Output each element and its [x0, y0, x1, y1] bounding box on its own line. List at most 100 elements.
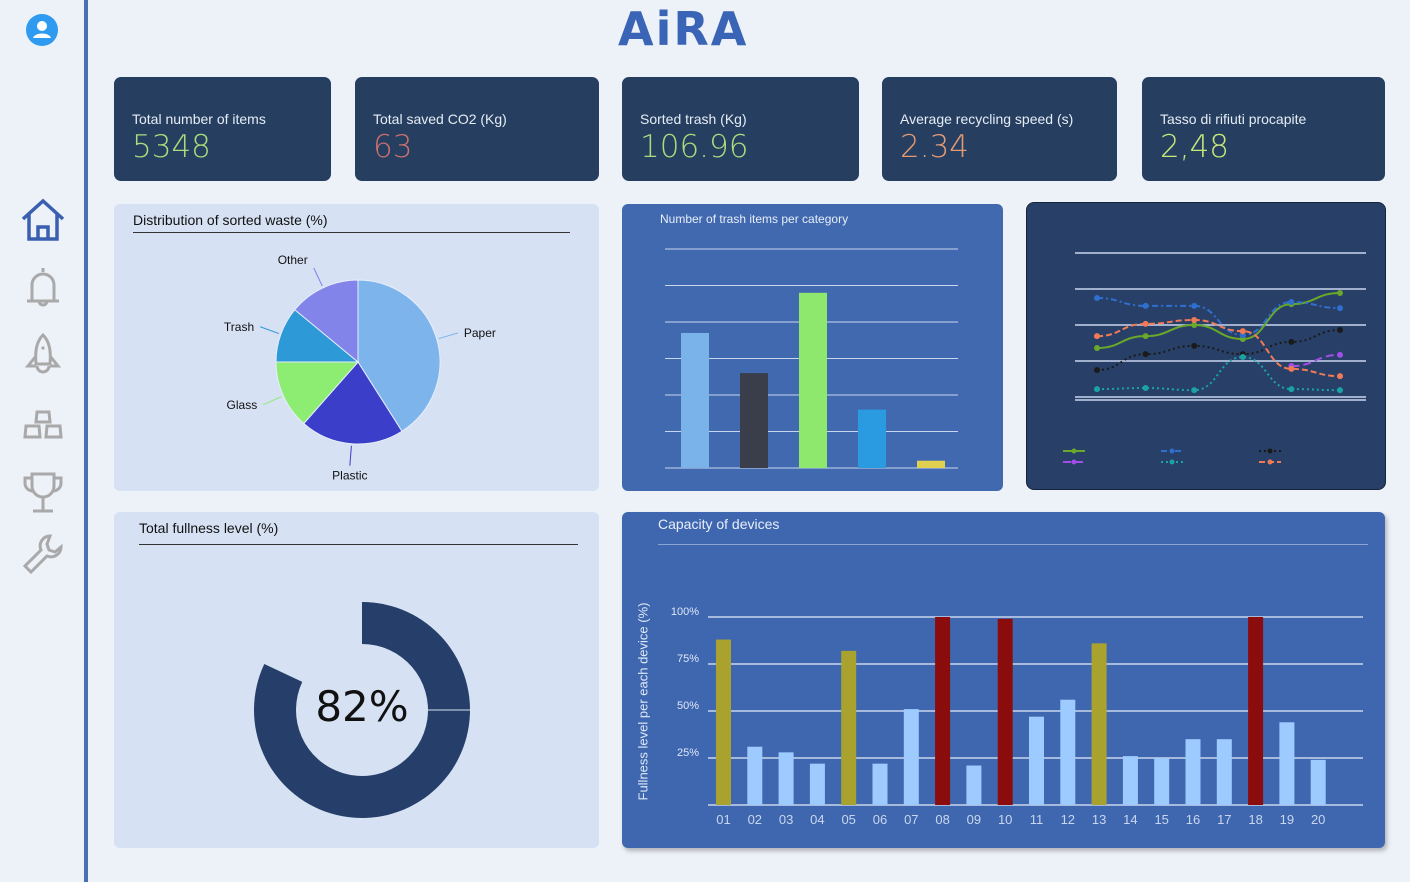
x-tick-label: 05 — [841, 812, 855, 827]
series-point — [1191, 387, 1198, 394]
kpi-label: Total saved CO2 (Kg) — [373, 111, 507, 127]
series-point — [1094, 295, 1100, 301]
x-tick-label: 07 — [904, 812, 918, 827]
pie-label: Other — [278, 253, 308, 267]
panel-title: Number of trash items per category — [660, 212, 849, 226]
wrench-icon[interactable] — [20, 532, 66, 578]
kpi-label: Average recycling speed (s) — [900, 111, 1074, 127]
device-bar-14 — [1122, 756, 1138, 805]
capacity-panel: Capacity of devices Fullness level per e… — [622, 512, 1385, 848]
series-point — [1142, 385, 1149, 391]
rocket-icon[interactable] — [20, 332, 66, 378]
pie-label: Glass — [227, 398, 258, 412]
capacity-chart: 25% 50% 75% 100% 01 02 03 04 05 06 07 08 09 10 11 12 13 1… — [671, 606, 1363, 827]
x-tick-label: 08 — [935, 812, 949, 827]
bar-trash — [740, 373, 768, 468]
fullness-value: 82% — [315, 682, 409, 731]
y-tick-label: 50% — [677, 700, 699, 712]
x-tick-label: 10 — [998, 812, 1012, 827]
pie-slice-glass — [275, 361, 360, 425]
series-point — [1337, 351, 1343, 358]
series-point — [1239, 328, 1246, 335]
donut-filled-arc — [253, 602, 471, 818]
bar-plastic — [858, 409, 886, 468]
series-point — [1142, 333, 1149, 340]
series-line-2 — [1096, 329, 1341, 371]
series-point — [1191, 322, 1198, 328]
device-bar-02 — [747, 746, 763, 805]
y-tick-label: 100% — [671, 606, 699, 618]
device-bar-07 — [903, 709, 919, 805]
y-tick-label: 25% — [677, 747, 699, 759]
device-bar-18 — [1248, 617, 1264, 805]
series-point — [1142, 320, 1149, 327]
kpi-label: Total number of items — [132, 111, 266, 127]
pie-leader-line — [259, 326, 280, 335]
kpi-total-items: Total number of items 5348 — [114, 77, 331, 181]
device-bar-06 — [872, 763, 888, 805]
panel-title: Capacity of devices — [658, 516, 780, 532]
pie-slice-other — [294, 279, 359, 364]
pie-label: Plastic — [332, 469, 367, 483]
bar-paper — [681, 332, 709, 468]
series-point — [1288, 386, 1295, 393]
x-tick-label: 02 — [748, 812, 762, 827]
kpi-saved-co2: Total saved CO2 (Kg) 63 — [355, 77, 599, 181]
bell-icon[interactable] — [20, 265, 66, 311]
series-point — [1094, 345, 1100, 352]
divider — [139, 544, 578, 545]
series-point — [1094, 333, 1100, 340]
series-line-3 — [1291, 353, 1341, 368]
divider — [658, 544, 1368, 545]
x-tick-label: 19 — [1280, 812, 1294, 827]
device-bar-11 — [1029, 716, 1044, 805]
aira-logo: AiRA — [618, 2, 749, 56]
kpi-value: 63 — [373, 129, 413, 165]
x-tick-label: 03 — [779, 812, 793, 827]
trend-line-chart — [1063, 252, 1366, 465]
kpi-value: 2.34 — [900, 129, 970, 165]
device-bar-10 — [997, 618, 1013, 805]
panel-title: Total fullness level (%) — [139, 520, 279, 536]
series-point — [1288, 365, 1295, 372]
user-avatar-icon[interactable] — [25, 13, 59, 47]
device-bar-15 — [1154, 758, 1170, 805]
trophy-icon[interactable] — [20, 470, 66, 516]
sidebar — [0, 0, 88, 882]
stack-icon[interactable] — [20, 404, 66, 450]
series-point — [1337, 327, 1343, 334]
x-tick-label: 17 — [1217, 812, 1231, 827]
device-bar-08 — [935, 617, 951, 805]
kpi-label: Tasso di rifiuti procapite — [1160, 111, 1307, 127]
series-point — [1337, 289, 1343, 296]
pie-leader-line — [263, 396, 282, 406]
series-point — [1142, 302, 1149, 309]
distribution-panel: Distribution of sorted waste (%) Paper Pl… — [114, 204, 599, 491]
x-tick-label: 13 — [1092, 812, 1106, 827]
series-point — [1191, 302, 1198, 309]
device-bar-17 — [1216, 739, 1232, 805]
home-icon[interactable] — [20, 197, 66, 243]
kpi-label: Sorted trash (Kg) — [640, 111, 747, 127]
x-tick-label: 16 — [1186, 812, 1200, 827]
pie-slice-plastic — [303, 361, 403, 445]
pie-leader-line — [349, 445, 352, 466]
series-point — [1337, 373, 1343, 380]
pie-label: Trash — [224, 320, 254, 334]
legend-marker — [1071, 448, 1077, 454]
legend-marker — [1071, 459, 1077, 465]
series-point — [1288, 338, 1295, 345]
x-tick-label: 18 — [1248, 812, 1262, 827]
series-point — [1239, 354, 1246, 361]
pie-label: Paper — [464, 326, 496, 340]
device-bar-13 — [1091, 643, 1107, 805]
trash-items-panel: Number of trash items per category — [622, 204, 1003, 491]
kpi-value: 106.96 — [640, 129, 749, 165]
series-point — [1191, 316, 1198, 323]
pie-leader-line — [438, 332, 459, 340]
x-tick-label: 12 — [1061, 812, 1075, 827]
x-tick-label: 14 — [1123, 812, 1137, 827]
series-point — [1337, 387, 1343, 394]
x-tick-label: 04 — [810, 812, 824, 827]
legend-marker — [1267, 448, 1273, 454]
